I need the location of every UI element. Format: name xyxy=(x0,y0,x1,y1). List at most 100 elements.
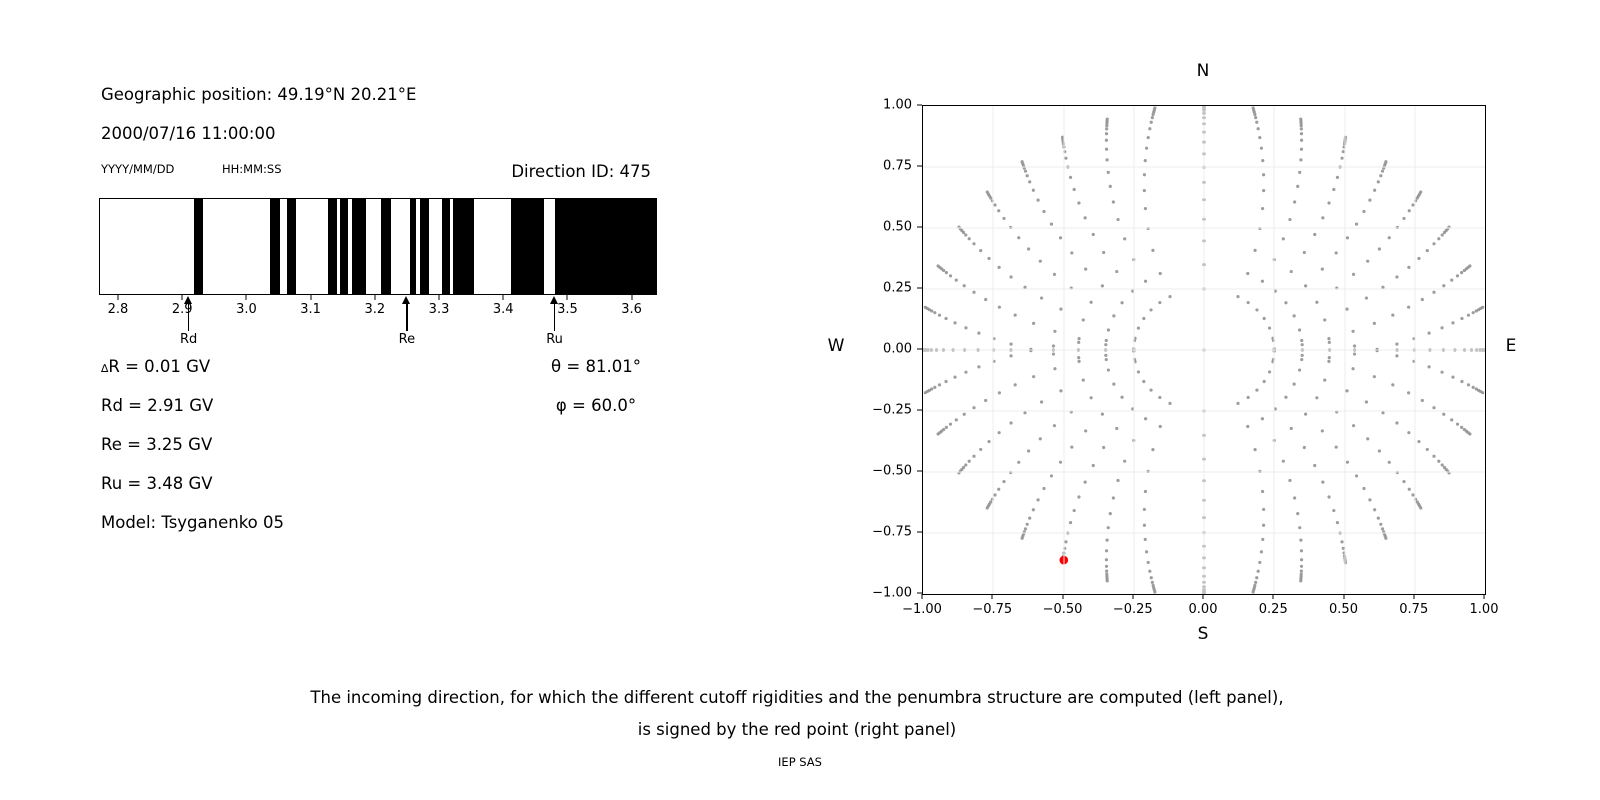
direction-grid-dot xyxy=(1142,523,1146,527)
arrow-head-icon xyxy=(550,296,559,304)
direction-grid-dot xyxy=(1299,579,1303,583)
direction-grid-dot xyxy=(1395,421,1399,425)
direction-grid-dot xyxy=(1104,138,1109,142)
direction-grid-dot xyxy=(1058,460,1063,464)
x-tick xyxy=(1343,594,1344,599)
direction-grid-dot xyxy=(1327,495,1331,499)
direction-grid-dot xyxy=(1440,326,1444,330)
direction-grid-dot xyxy=(1077,201,1081,205)
direction-grid-dot xyxy=(964,233,968,237)
y-tick-label: −0.25 xyxy=(872,402,912,418)
credit-label: IEP SAS xyxy=(778,755,822,769)
direction-grid-dot xyxy=(1335,175,1340,179)
y-tick xyxy=(917,592,922,594)
direction-grid-dot xyxy=(1009,421,1013,425)
direction-grid-dot xyxy=(997,391,1001,395)
direction-grid-dot xyxy=(1111,200,1115,204)
x-tick-label: −0.25 xyxy=(1112,602,1153,617)
direction-grid-dot xyxy=(1373,508,1377,512)
direction-grid-dot xyxy=(1437,237,1441,241)
direction-grid-dot xyxy=(987,439,991,444)
direction-grid-dot xyxy=(1368,198,1372,202)
direction-grid-dot xyxy=(1298,368,1302,372)
direction-grid-dot xyxy=(1051,344,1056,348)
direction-grid-dot xyxy=(937,383,942,387)
direction-grid-dot xyxy=(1255,308,1259,312)
penumbra-forbidden-band xyxy=(554,199,656,294)
direction-grid-dot xyxy=(1327,340,1331,344)
direction-grid-dot xyxy=(984,398,988,403)
direction-grid-dot xyxy=(1059,389,1063,393)
direction-grid-dot xyxy=(1031,188,1035,192)
direction-grid-dot xyxy=(979,447,983,452)
direction-grid-dot xyxy=(1091,232,1095,237)
direction-grid-dot xyxy=(1025,174,1029,178)
direction-grid-dot xyxy=(1427,365,1431,369)
penumbra-forbidden-band xyxy=(452,199,475,294)
direction-grid-dot xyxy=(1106,526,1110,530)
direction-grid-dot xyxy=(1105,579,1109,583)
time-format-label: HH:MM:SS xyxy=(222,162,282,176)
direction-grid-dot xyxy=(1299,564,1304,568)
direction-grid-dot xyxy=(1352,352,1357,356)
direction-grid-dot xyxy=(1351,329,1355,333)
direction-grid-dot xyxy=(1133,336,1137,340)
direction-grid-dot xyxy=(977,331,981,335)
direction-grid-dot xyxy=(1023,527,1028,531)
direction-grid-dot xyxy=(993,493,997,497)
delta-r-text: R = 0.01 GV xyxy=(108,357,211,376)
direction-grid-dot xyxy=(954,418,958,422)
x-tick-label: 0.25 xyxy=(1258,602,1288,617)
direction-grid-dot xyxy=(1261,537,1265,542)
direction-grid-dot xyxy=(1053,367,1057,371)
direction-grid-dot xyxy=(1299,124,1303,128)
delta-r-value: ∆R = 0.01 GV xyxy=(101,357,210,376)
direction-grid-dot xyxy=(1049,222,1054,226)
direction-grid-dot xyxy=(1437,459,1441,463)
penumbra-forbidden-band xyxy=(410,199,417,294)
direction-grid-dot xyxy=(964,463,968,467)
direction-grid-dot xyxy=(1255,120,1259,124)
direction-grid-dot xyxy=(1142,507,1146,512)
direction-grid-dot xyxy=(1111,496,1115,500)
direction-grid-dot xyxy=(1251,590,1255,594)
direction-grid-dot xyxy=(1481,305,1485,309)
phi-value: φ = 60.0° xyxy=(555,396,637,415)
direction-grid-dot xyxy=(1246,300,1250,305)
direction-grid-dot xyxy=(1315,396,1319,400)
direction-grid-dot xyxy=(1146,560,1150,565)
penumbra-forbidden-band xyxy=(327,199,337,294)
direction-grid-dot xyxy=(1427,331,1431,335)
direction-grid-dot xyxy=(1300,353,1304,357)
direction-grid-dot xyxy=(1466,313,1471,317)
penumbra-forbidden-band xyxy=(352,199,366,294)
direction-grid-dot xyxy=(1391,313,1395,317)
penumbra-forbidden-band xyxy=(286,199,296,294)
direction-grid-dot xyxy=(1471,311,1475,315)
direction-grid-dot xyxy=(1387,236,1391,240)
direction-grid-dot xyxy=(1136,326,1141,330)
direction-grid-dot xyxy=(1025,522,1029,526)
direction-grid-dot xyxy=(1261,158,1265,163)
direction-grid-dot xyxy=(1450,278,1454,282)
direction-grid-dot xyxy=(1064,156,1068,160)
direction-grid-dot xyxy=(1313,463,1317,468)
direction-grid-dot xyxy=(1009,342,1013,346)
direction-grid-dot xyxy=(1151,248,1155,252)
direction-grid-dot xyxy=(1267,326,1272,330)
direction-grid-dot xyxy=(1299,558,1304,562)
direction-grid-dot xyxy=(1376,516,1380,520)
direction-grid-dot xyxy=(1299,549,1304,553)
direction-grid-dot xyxy=(1432,290,1436,294)
direction-grid-dot xyxy=(1432,406,1436,410)
direction-grid-dot xyxy=(1116,478,1120,483)
direction-grid-dot xyxy=(1345,236,1350,240)
direction-grid-dot xyxy=(1299,569,1303,573)
penumbra-x-tick-label: 3.6 xyxy=(621,302,642,317)
direction-grid-dot xyxy=(1253,448,1257,452)
direction-grid-dot xyxy=(1089,300,1093,304)
direction-grid-dot xyxy=(1013,383,1017,387)
x-tick xyxy=(921,594,923,599)
compass-west-label: W xyxy=(827,336,845,356)
direction-grid-dot xyxy=(1451,321,1455,325)
